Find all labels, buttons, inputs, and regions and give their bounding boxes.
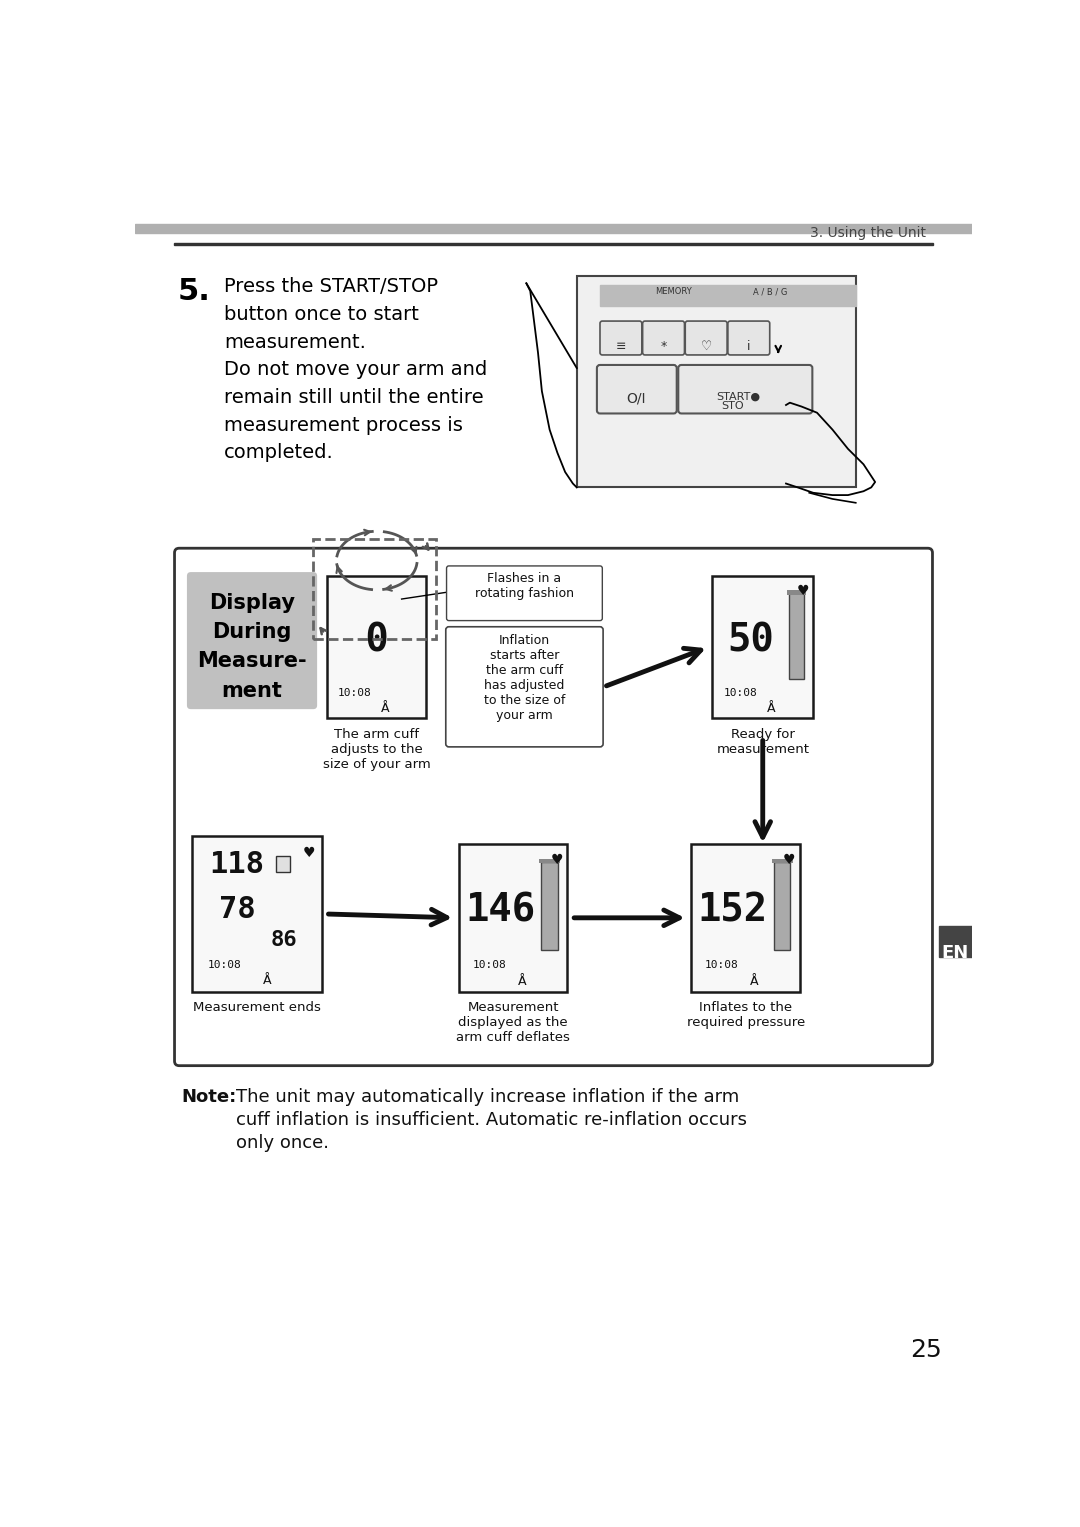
Text: ≡: ≡	[616, 341, 626, 353]
Text: 146: 146	[465, 892, 536, 930]
Text: Measurement ends: Measurement ends	[192, 1002, 321, 1014]
Text: only once.: only once.	[235, 1135, 328, 1153]
Text: ♥: ♥	[302, 846, 315, 860]
Text: Å: Å	[517, 974, 526, 988]
Text: ment: ment	[221, 681, 283, 701]
FancyBboxPatch shape	[175, 548, 932, 1066]
Text: 10:08: 10:08	[472, 960, 507, 970]
Text: 86: 86	[271, 930, 297, 950]
FancyBboxPatch shape	[685, 321, 727, 354]
Text: 152: 152	[698, 892, 768, 930]
Text: Measurement
displayed as the
arm cuff deflates: Measurement displayed as the arm cuff de…	[456, 1002, 570, 1044]
Text: 10:08: 10:08	[705, 960, 739, 970]
Text: 25: 25	[909, 1338, 942, 1362]
FancyBboxPatch shape	[600, 321, 642, 354]
Bar	[600, 286, 855, 307]
Bar	[691, 844, 800, 991]
Text: STO: STO	[721, 402, 744, 411]
Text: 3. Using the Unit: 3. Using the Unit	[810, 226, 926, 240]
Text: button once to start: button once to start	[225, 305, 419, 324]
Text: completed.: completed.	[225, 443, 334, 463]
Text: 0: 0	[341, 621, 389, 660]
Bar	[771, 858, 793, 863]
Text: The arm cuff
adjusts to the
size of your arm: The arm cuff adjusts to the size of your…	[323, 728, 431, 771]
Text: Å: Å	[751, 974, 758, 988]
Text: ♥: ♥	[551, 852, 563, 867]
Bar	[939, 927, 972, 957]
Text: Ready for
measurement: Ready for measurement	[716, 728, 809, 756]
Text: 10:08: 10:08	[338, 687, 372, 698]
Text: Å: Å	[262, 974, 271, 988]
FancyBboxPatch shape	[446, 626, 603, 747]
FancyBboxPatch shape	[187, 573, 318, 709]
Text: *: *	[661, 341, 666, 353]
Text: remain still until the entire: remain still until the entire	[225, 388, 484, 408]
Bar	[174, 243, 933, 244]
Bar	[191, 837, 322, 991]
Bar	[135, 224, 972, 234]
Text: Flashes in a
rotating fashion: Flashes in a rotating fashion	[475, 573, 573, 600]
Text: A / B / G: A / B / G	[754, 287, 787, 296]
Text: 10:08: 10:08	[207, 960, 241, 970]
Text: Display: Display	[210, 592, 295, 612]
Text: Inflates to the
required pressure: Inflates to the required pressure	[687, 1002, 805, 1029]
Text: ♥: ♥	[783, 852, 795, 867]
Text: EN: EN	[942, 944, 969, 962]
Bar	[276, 857, 291, 872]
Text: 5.: 5.	[177, 278, 211, 307]
FancyBboxPatch shape	[446, 567, 603, 620]
Text: 118: 118	[210, 849, 265, 878]
Text: MEMORY: MEMORY	[656, 287, 692, 296]
Text: measurement.: measurement.	[225, 333, 366, 351]
Text: Å: Å	[767, 702, 775, 715]
Text: Å: Å	[380, 702, 389, 715]
Text: Do not move your arm and: Do not move your arm and	[225, 360, 487, 379]
Text: START●: START●	[716, 392, 760, 402]
Text: Press the START/STOP: Press the START/STOP	[225, 278, 438, 296]
FancyBboxPatch shape	[678, 365, 812, 414]
FancyBboxPatch shape	[643, 321, 685, 354]
Text: ♡: ♡	[701, 341, 712, 353]
Bar	[313, 539, 435, 638]
Text: The unit may automatically increase inflation if the arm: The unit may automatically increase infl…	[235, 1089, 739, 1106]
Bar	[786, 589, 807, 594]
Bar	[713, 576, 813, 718]
Text: Inflation
starts after
the arm cuff
has adjusted
to the size of
your arm: Inflation starts after the arm cuff has …	[484, 634, 565, 722]
FancyBboxPatch shape	[577, 276, 855, 487]
Text: Note:: Note:	[181, 1089, 237, 1106]
Text: 50: 50	[727, 621, 774, 660]
Text: Measure-: Measure-	[198, 652, 307, 672]
FancyBboxPatch shape	[597, 365, 677, 414]
Text: O/I: O/I	[626, 391, 646, 405]
Bar	[541, 861, 557, 950]
FancyBboxPatch shape	[728, 321, 770, 354]
Text: i: i	[747, 341, 751, 353]
Text: cuff inflation is insufficient. Automatic re-inflation occurs: cuff inflation is insufficient. Automati…	[235, 1112, 746, 1128]
Bar	[459, 844, 567, 991]
Text: 78: 78	[219, 895, 256, 924]
Bar	[774, 861, 791, 950]
Text: 10:08: 10:08	[724, 687, 757, 698]
Text: During: During	[213, 621, 292, 643]
Bar	[539, 858, 561, 863]
Bar	[327, 576, 427, 718]
Text: ♥: ♥	[797, 585, 809, 599]
Text: measurement process is: measurement process is	[225, 415, 463, 435]
Bar	[789, 592, 804, 678]
